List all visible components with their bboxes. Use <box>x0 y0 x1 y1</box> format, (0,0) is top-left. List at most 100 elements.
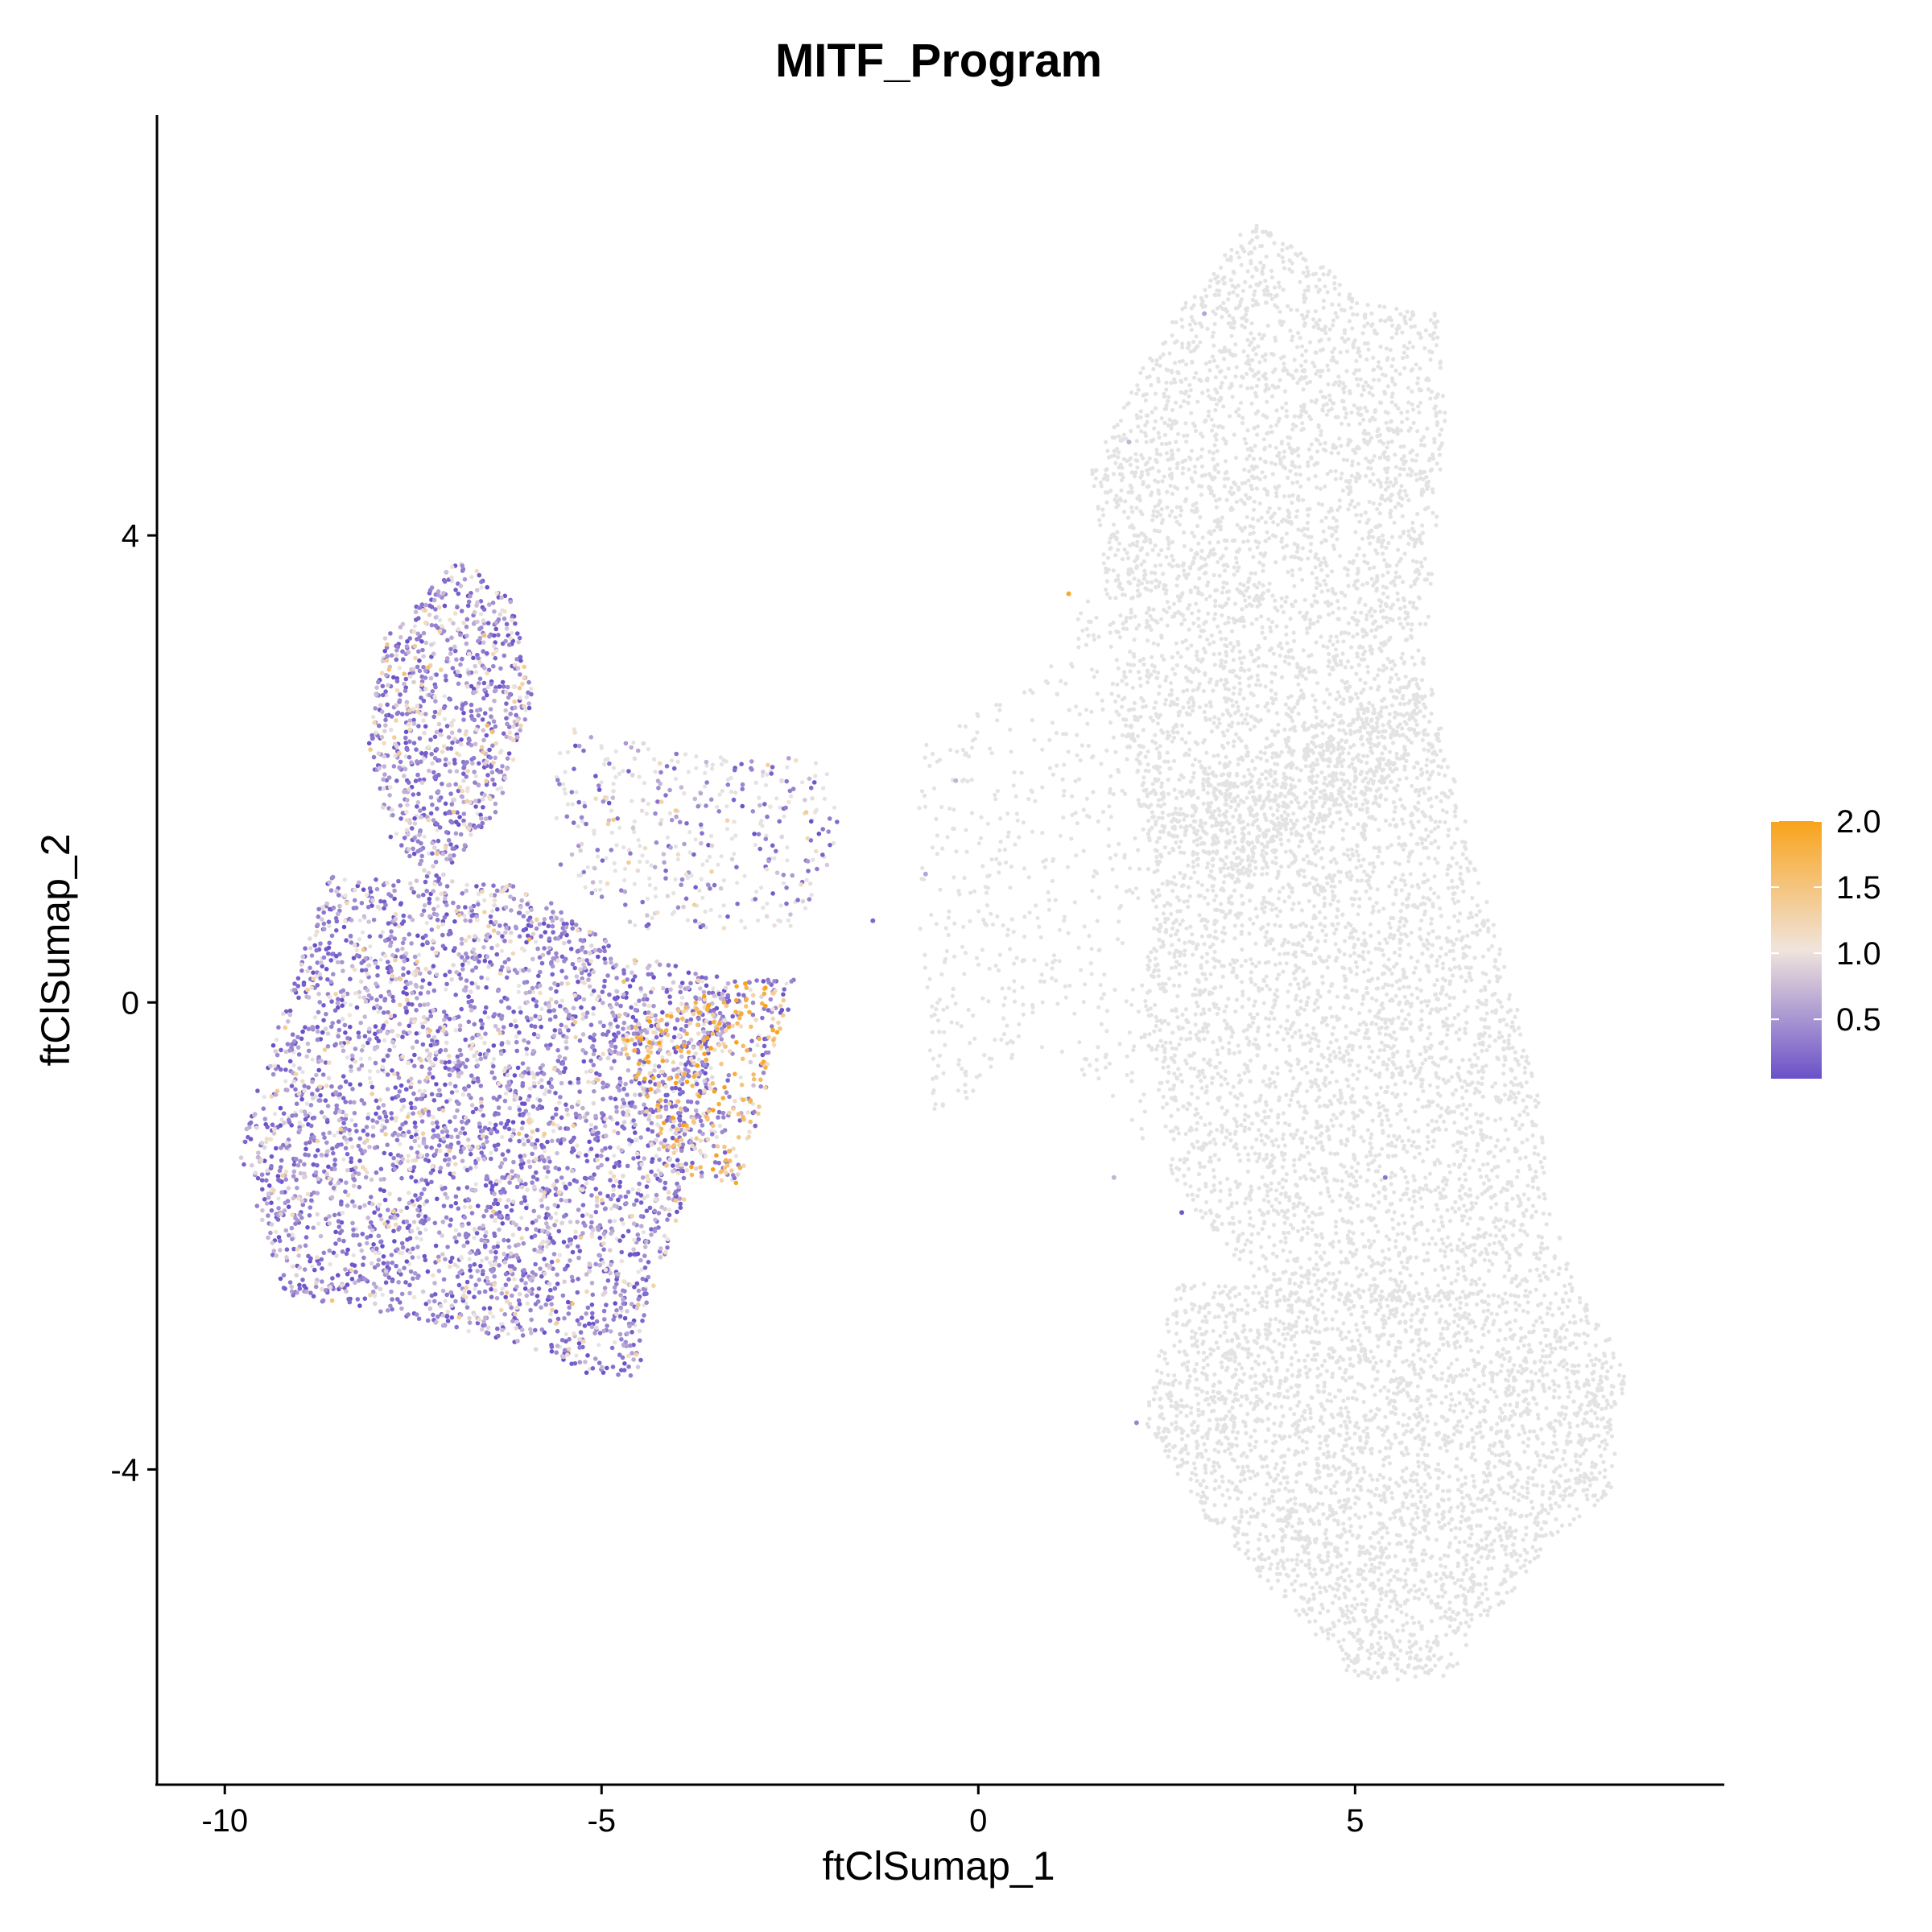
cell-point <box>1134 439 1139 444</box>
cell-point <box>1200 390 1205 395</box>
cell-point <box>1301 696 1306 700</box>
cell-point <box>980 864 985 869</box>
cell-point <box>1114 884 1119 890</box>
cell-point <box>1256 518 1261 523</box>
cell-point <box>1186 606 1191 611</box>
cell-point <box>1360 393 1364 398</box>
cell-point <box>1348 478 1352 483</box>
cell-point <box>1286 804 1290 809</box>
cell-point <box>1165 750 1170 755</box>
cell-point <box>1362 657 1367 662</box>
cell-point <box>1124 723 1129 728</box>
cell-point <box>1263 539 1268 543</box>
cell-point <box>1346 751 1351 756</box>
cell-point <box>1313 565 1318 570</box>
cell-point <box>1167 473 1172 478</box>
cell-point <box>1418 533 1422 538</box>
cell-point <box>1463 819 1468 824</box>
cell-point <box>1121 432 1126 437</box>
cell-point <box>1090 468 1095 473</box>
cell-point <box>1190 611 1195 616</box>
cell-point <box>1439 427 1444 432</box>
cell-point <box>1149 791 1154 795</box>
cell-point <box>670 1038 675 1043</box>
cell-point <box>1288 328 1293 333</box>
cell-point <box>1338 803 1343 807</box>
cell-point <box>832 840 836 845</box>
cell-point <box>1146 472 1150 477</box>
cell-point <box>683 752 688 757</box>
cell-point <box>1297 555 1302 561</box>
cell-point <box>1243 493 1249 497</box>
cell-point <box>1287 436 1293 440</box>
cell-point <box>1314 708 1319 714</box>
cell-point <box>943 926 948 931</box>
cell-point <box>1283 401 1289 406</box>
cell-point <box>1253 411 1258 416</box>
cell-point <box>1169 692 1174 697</box>
cell-point <box>1334 1116 1339 1121</box>
cell-point <box>1252 292 1257 297</box>
cell-point <box>1355 586 1360 591</box>
cell-point <box>1438 365 1443 370</box>
cell-point <box>1100 707 1105 712</box>
cell-point <box>1208 704 1213 709</box>
cell-point <box>1501 1046 1506 1051</box>
cell-point <box>490 909 495 914</box>
cell-point <box>1367 530 1372 535</box>
cell-point <box>1304 274 1309 279</box>
cell-point <box>640 853 645 858</box>
cell-point <box>1084 626 1089 632</box>
cell-point <box>551 913 556 918</box>
cell-point <box>1141 775 1146 780</box>
cell-point <box>1309 456 1314 461</box>
cell-point <box>1390 602 1395 607</box>
cell-point <box>1422 346 1427 351</box>
cell-point <box>1335 690 1340 695</box>
cell-point <box>1126 567 1131 572</box>
cell-point <box>1117 635 1123 640</box>
cell-point <box>1211 457 1216 462</box>
cell-point <box>972 737 977 741</box>
cell-point <box>1346 507 1351 512</box>
cell-point <box>300 1070 305 1075</box>
cell-point <box>1319 568 1324 572</box>
cell-point <box>583 885 588 890</box>
cell-point <box>1289 786 1294 791</box>
cell-point <box>377 1251 382 1256</box>
cell-point <box>1439 1248 1443 1253</box>
cell-point <box>1123 791 1128 796</box>
cell-point <box>1198 340 1203 345</box>
cell-point <box>1300 577 1305 582</box>
cell-point <box>310 1264 315 1269</box>
cell-point <box>584 1181 589 1186</box>
cell-point <box>1286 371 1290 376</box>
cell-point <box>1282 455 1286 460</box>
cell-point <box>1082 924 1087 929</box>
cell-point <box>1312 593 1317 598</box>
cell-point <box>1225 741 1231 745</box>
cell-point <box>526 1112 531 1117</box>
cell-point <box>982 921 987 926</box>
cell-point <box>1375 506 1380 512</box>
cell-point <box>1148 540 1153 545</box>
cell-point <box>1355 301 1360 306</box>
cell-point <box>1387 712 1392 716</box>
cell-point <box>1145 668 1150 673</box>
cell-point <box>1502 1092 1507 1097</box>
cell-point <box>1112 425 1117 430</box>
cell-point <box>562 786 567 792</box>
cell-point <box>1381 551 1385 556</box>
cell-point <box>1061 793 1066 798</box>
cell-point <box>989 751 994 756</box>
cell-point <box>1199 484 1204 489</box>
cell-point <box>1189 411 1194 415</box>
cell-point <box>416 1255 421 1260</box>
cell-point <box>1142 1109 1147 1114</box>
cell-point <box>1278 309 1282 314</box>
cell-point <box>1118 498 1123 503</box>
cell-point <box>1168 483 1173 489</box>
cell-point <box>1158 452 1163 457</box>
cell-point <box>1351 312 1356 317</box>
cell-point <box>1388 419 1393 424</box>
